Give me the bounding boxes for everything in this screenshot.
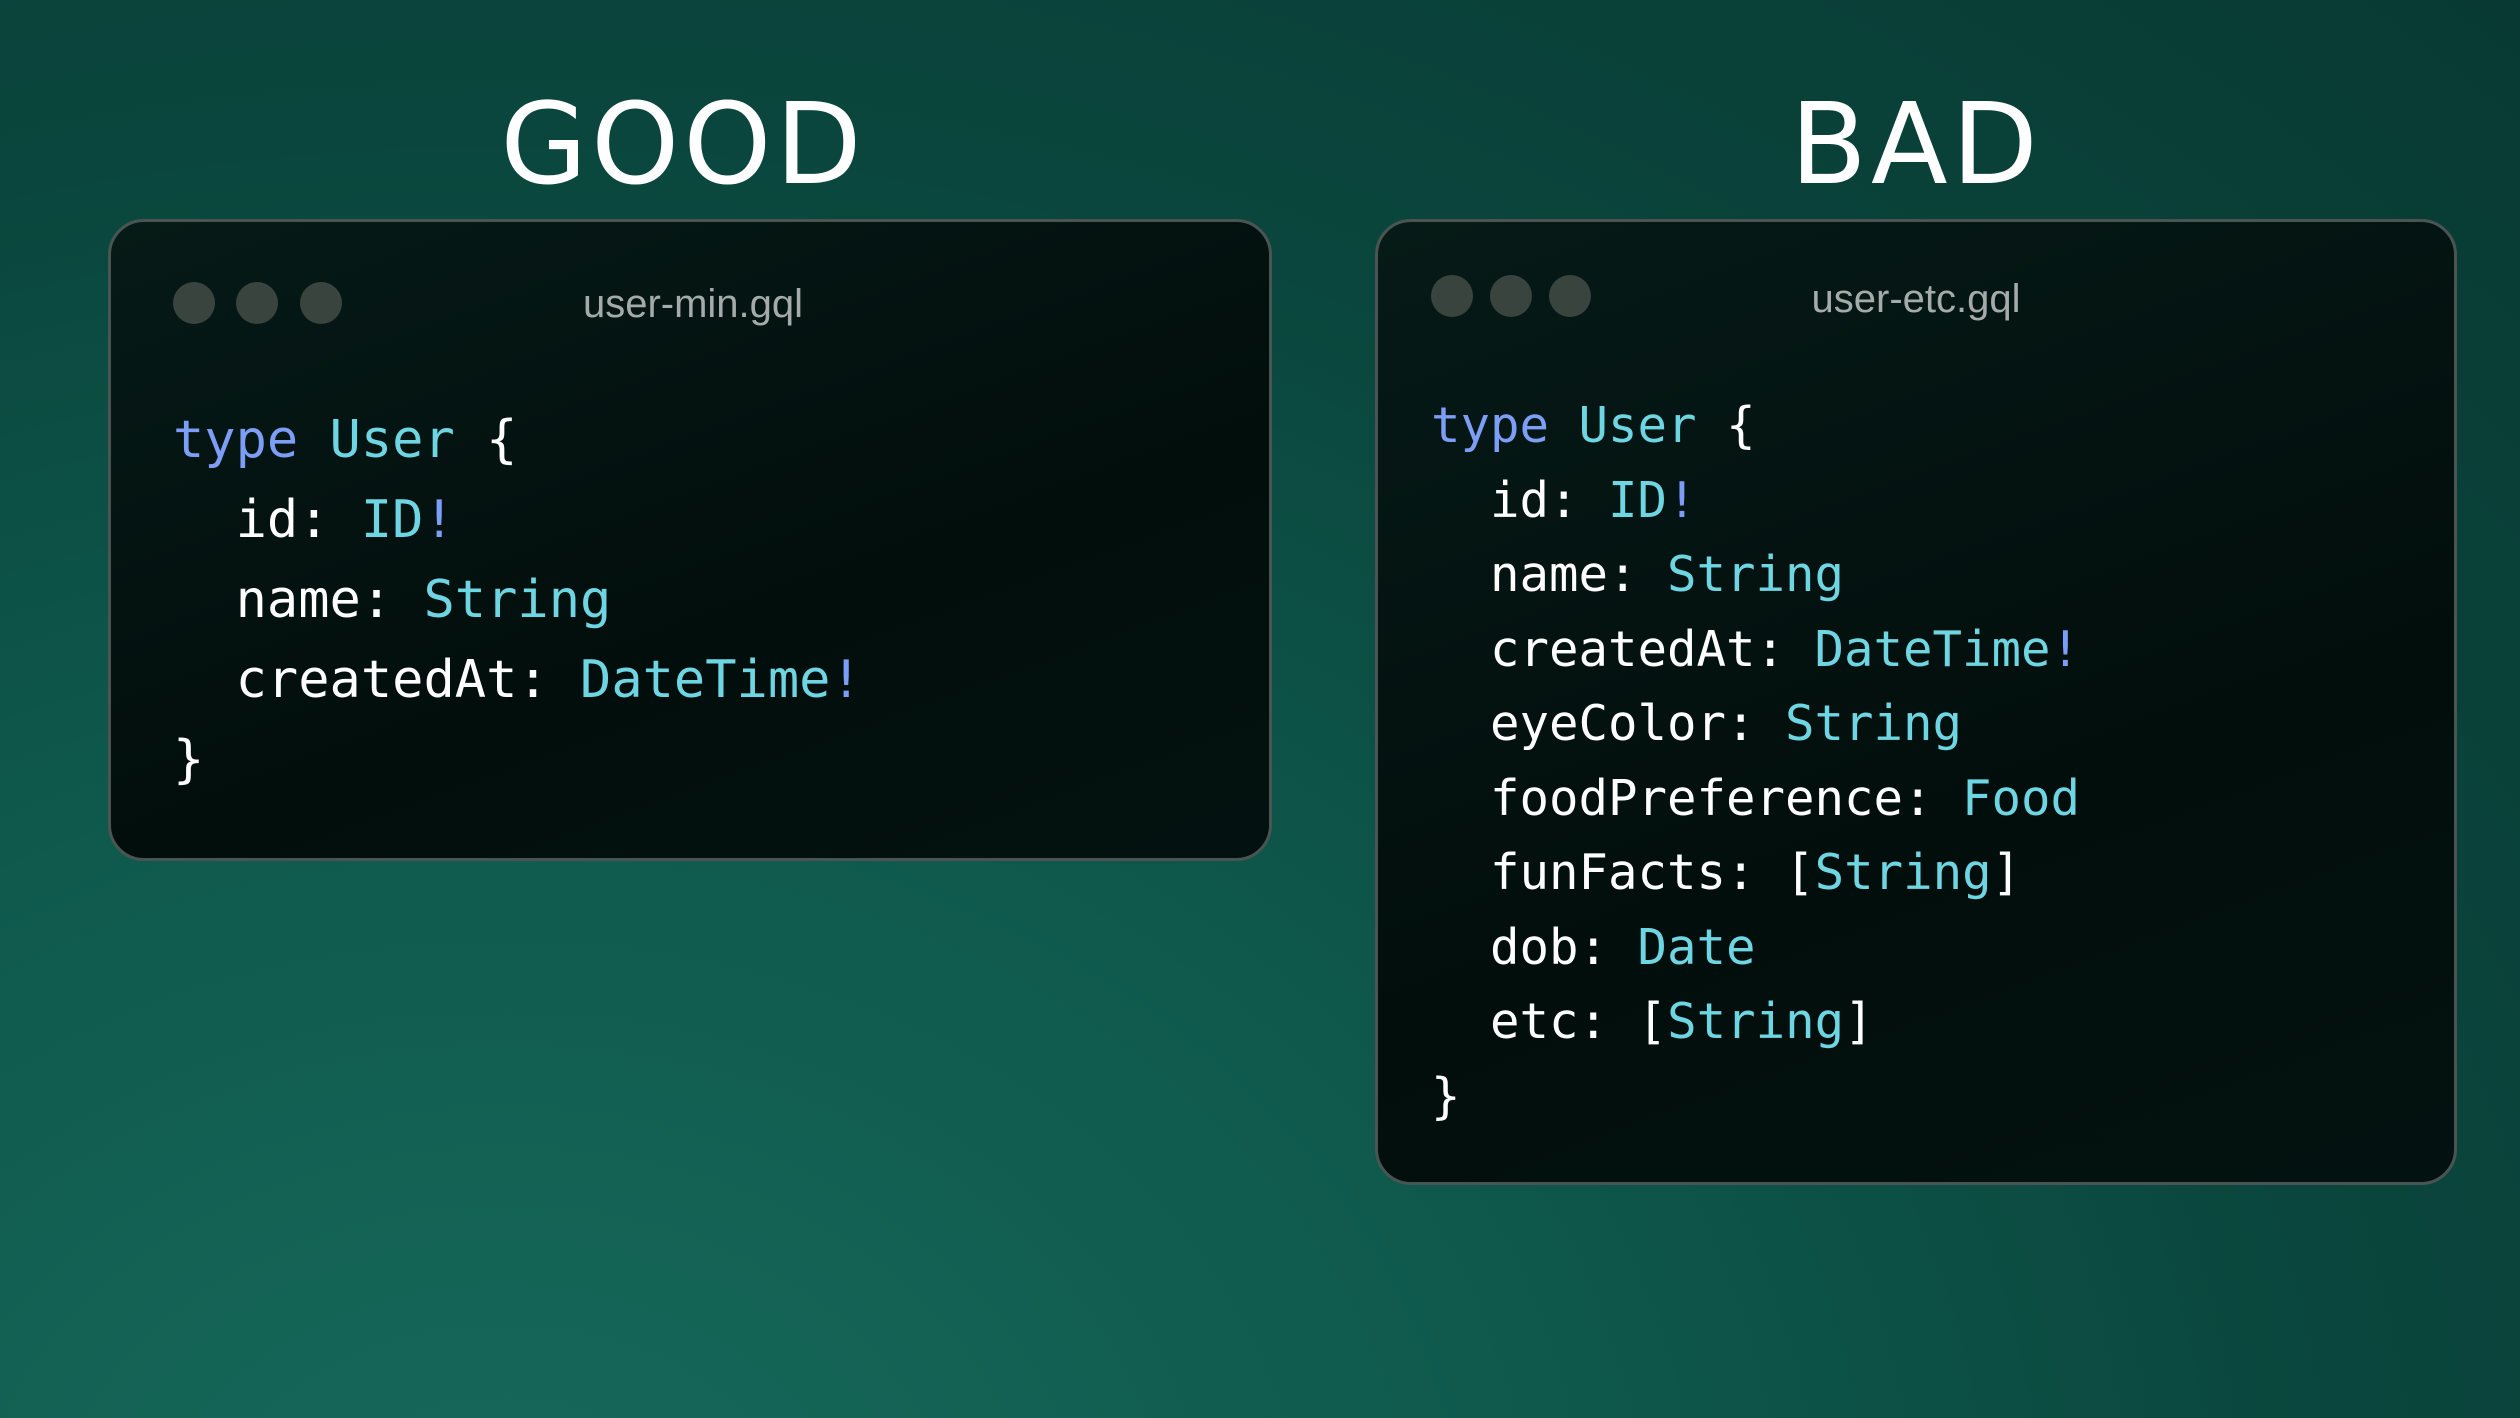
field-name: dob xyxy=(1490,918,1579,976)
field-line: funFacts: [String] xyxy=(1490,844,2022,901)
field-type: DateTime xyxy=(580,650,831,710)
field-name: funFacts xyxy=(1490,844,1727,901)
field-type: String xyxy=(1814,844,1992,901)
field-name: eyeColor xyxy=(1490,695,1727,752)
field-line: name: String xyxy=(235,570,612,630)
field-line: createdAt: DateTime! xyxy=(1490,620,2081,678)
field-name: name xyxy=(1490,546,1609,603)
window-filename: user-etc.gql xyxy=(1811,277,2021,321)
good-code-window: user-min.gql type User { id: ID! name: S… xyxy=(108,219,1272,861)
code-line: type User { xyxy=(173,400,862,480)
code-block: type User { id: ID! name: String created… xyxy=(1431,389,2080,1134)
field-line: foodPreference: Food xyxy=(1490,769,2081,827)
field-line: dob: Date xyxy=(1490,918,1756,976)
field-line: createdAt: DateTime! xyxy=(235,650,862,710)
window-dot-close xyxy=(1431,275,1473,317)
bad-heading: BAD xyxy=(1790,80,2042,210)
good-heading: GOOD xyxy=(500,80,866,210)
window-dot-maximize xyxy=(1549,275,1591,317)
field-type: String xyxy=(423,570,612,630)
field-name: id xyxy=(1490,471,1550,529)
close-brace: } xyxy=(1431,1067,1461,1125)
field-line: id: ID! xyxy=(235,490,455,550)
close-brace: } xyxy=(173,730,205,790)
field-type: String xyxy=(1667,993,1845,1050)
field-type: ID xyxy=(360,490,424,550)
non-null-marker: ! xyxy=(423,490,455,550)
open-brace: { xyxy=(486,410,518,470)
field-line: id: ID! xyxy=(1490,471,1697,529)
non-null-marker: ! xyxy=(1667,471,1697,529)
code-line: type User { xyxy=(1431,389,2080,464)
field-name: etc xyxy=(1490,993,1579,1050)
field-line: eyeColor: String xyxy=(1490,695,1963,752)
field-type: Date xyxy=(1637,918,1756,976)
window-dot-close xyxy=(173,282,215,324)
keyword-type: type xyxy=(1431,397,1550,454)
field-name: id xyxy=(235,490,299,550)
type-name: User xyxy=(329,410,455,470)
window-dot-maximize xyxy=(300,282,342,324)
keyword-type: type xyxy=(173,410,299,470)
field-line: name: String xyxy=(1490,546,1845,603)
open-brace: { xyxy=(1726,397,1756,454)
field-type: Food xyxy=(1962,769,2081,827)
bad-code-window: user-etc.gql type User { id: ID! name: S… xyxy=(1375,219,2457,1185)
non-null-marker: ! xyxy=(830,650,862,710)
field-type: String xyxy=(1667,546,1845,603)
field-name: createdAt xyxy=(235,650,518,710)
field-type: ID xyxy=(1608,471,1668,529)
code-block: type User { id: ID! name: String created… xyxy=(173,400,862,800)
non-null-marker: ! xyxy=(2050,620,2081,678)
window-filename: user-min.gql xyxy=(582,282,804,326)
type-name: User xyxy=(1578,397,1697,454)
field-name: foodPreference xyxy=(1490,769,1904,827)
window-dot-minimize xyxy=(236,282,278,324)
field-line: etc: [String] xyxy=(1490,993,1874,1050)
field-type: DateTime xyxy=(1814,620,2051,678)
field-name: name xyxy=(235,570,361,630)
field-name: createdAt xyxy=(1490,620,1756,678)
window-dot-minimize xyxy=(1490,275,1532,317)
field-type: String xyxy=(1785,695,1963,752)
